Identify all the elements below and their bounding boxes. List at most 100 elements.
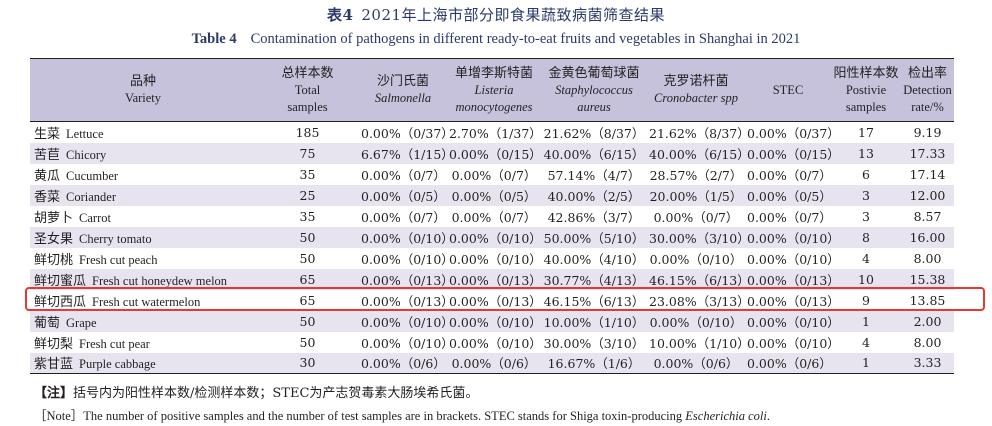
cell-positive: 9 bbox=[862, 292, 870, 308]
cell-positive: 3 bbox=[862, 208, 870, 224]
header-variety-en: Variety bbox=[124, 91, 162, 105]
table-label-en: Table 4 bbox=[191, 31, 237, 47]
header-rate: 检出率 Detection rate/% bbox=[901, 58, 954, 122]
cell-variety: 紫甘蓝 Purple cabbage bbox=[30, 352, 256, 374]
cell-listeria: 0.00%（0/10） bbox=[449, 251, 541, 267]
cell-stec: 0.00%（0/6） bbox=[745, 352, 831, 374]
header-row: 品种 Variety 总样本数 Total samples 沙门氏菌 Salmo… bbox=[30, 58, 954, 122]
variety-en: Fresh cut honeydew melon bbox=[92, 273, 228, 288]
cell-positive: 10 bbox=[858, 271, 874, 287]
cell-variety: 鲜切桃 Fresh cut peach bbox=[30, 248, 256, 269]
table-row: 葡萄 Grape 50 0.00%（0/10） 0.00%（0/10） 10.00… bbox=[30, 310, 954, 332]
cell-listeria: 0.00%（0/13） bbox=[449, 272, 541, 288]
cell-salmonella: 0.00%（0/10） bbox=[361, 251, 447, 267]
note-cn: 【注】括号内为阳性样本数/检测样本数；STEC为产志贺毒素大肠埃希氏菌。 bbox=[34, 382, 478, 401]
header-positive-en1: Postivie bbox=[845, 82, 887, 97]
table-title-en-text: Contamination of pathogens in different … bbox=[250, 31, 801, 47]
header-staph: 金黄色葡萄球菌 Staphylococcus aureus bbox=[541, 58, 647, 122]
note-cn-text: 括号内为阳性样本数/检测样本数；STEC为产志贺毒素大肠埃希氏菌。 bbox=[73, 386, 479, 401]
cell-rate: 2.00 bbox=[913, 313, 942, 329]
cell-listeria: 0.00%（0/15） bbox=[449, 146, 541, 162]
variety-en: Lettuce bbox=[66, 126, 104, 141]
variety-cn: 生菜 bbox=[34, 126, 61, 142]
cell-variety: 鲜切蜜瓜 Fresh cut honeydew melon bbox=[30, 269, 256, 290]
cell-total: 25 bbox=[299, 187, 316, 203]
header-rate-en1: Detection bbox=[903, 82, 952, 97]
header-total: 总样本数 Total samples bbox=[256, 58, 359, 122]
cell-staph: 30.00%（3/10） bbox=[543, 335, 645, 351]
cell-staph: 40.00%（6/15） bbox=[543, 146, 645, 162]
cell-variety: 香菜 Coriander bbox=[30, 185, 256, 206]
cell-listeria: 2.70%（1/37） bbox=[449, 125, 541, 141]
table-body: 生菜 Lettuce 185 0.00%（0/37） 2.70%（1/37） 21… bbox=[30, 121, 954, 374]
cell-listeria: 0.00%（0/13） bbox=[449, 293, 541, 309]
cell-stec: 0.00%（0/10） bbox=[747, 314, 831, 330]
table-title-en: Table 4 Contamination of pathogens in dif… bbox=[0, 31, 992, 48]
cell-rate: 8.00 bbox=[913, 250, 942, 266]
header-listeria-en1: Listeria bbox=[474, 82, 514, 97]
variety-en: Purple cabbage bbox=[79, 357, 156, 372]
header-cronobacter: 克罗诺杆菌 Cronobacter spp bbox=[647, 58, 745, 122]
cell-variety: 鲜切西瓜 Fresh cut watermelon bbox=[30, 290, 256, 311]
cell-positive: 3 bbox=[862, 187, 870, 203]
cell-stec: 0.00%（0/7） bbox=[747, 209, 831, 225]
cell-listeria: 0.00%（0/10） bbox=[449, 230, 541, 246]
cell-rate: 8.57 bbox=[913, 208, 942, 224]
cell-salmonella: 0.00%（0/10） bbox=[361, 335, 447, 351]
header-staph-en2: aureus bbox=[577, 99, 611, 114]
variety-en: Cherry tomato bbox=[79, 231, 152, 246]
note-en-end: . bbox=[766, 409, 770, 423]
note-en-italic: Escherichia coli bbox=[685, 409, 767, 423]
table-row: 鲜切梨 Fresh cut pear 50 0.00%（0/10） 0.00%（0… bbox=[30, 331, 954, 353]
header-cronobacter-cn: 克罗诺杆菌 bbox=[663, 74, 729, 89]
cell-stec: 0.00%（0/7） bbox=[747, 167, 831, 183]
cell-total: 30 bbox=[256, 352, 359, 374]
note-en-text: ［Note］The number of positive samples and… bbox=[34, 409, 686, 423]
header-staph-en1: Staphylococcus bbox=[555, 82, 633, 97]
header-cronobacter-en: Cronobacter spp bbox=[654, 91, 738, 105]
variety-cn: 鲜切桃 bbox=[34, 252, 74, 268]
cell-rate: 12.00 bbox=[909, 187, 946, 203]
table-row: 黄瓜 Cucumber 35 0.00%（0/7） 0.00%（0/7） 57.1… bbox=[30, 163, 954, 185]
cell-cronobacter: 0.00%（0/10） bbox=[649, 314, 743, 330]
cell-staph: 57.14%（4/7） bbox=[547, 167, 641, 183]
note-en: ［Note］The number of positive samples and… bbox=[34, 405, 770, 424]
cell-rate: 17.14 bbox=[909, 166, 946, 182]
table-label-cn: 表4 bbox=[326, 6, 354, 24]
cell-total: 185 bbox=[295, 124, 320, 140]
table-row: 胡萝卜 Carrot 35 0.00%（0/7） 0.00%（0/7） 42.86… bbox=[30, 205, 954, 227]
cell-rate: 17.33 bbox=[909, 145, 946, 161]
cell-salmonella: 0.00%（0/37） bbox=[361, 125, 447, 141]
header-stec-en: STEC bbox=[772, 82, 804, 97]
header-listeria-cn: 单增李斯特菌 bbox=[454, 65, 533, 81]
header-salmonella: 沙门氏菌 Salmonella bbox=[359, 58, 447, 122]
cell-staph: 21.62%（8/37） bbox=[543, 125, 645, 141]
table-row: 鲜切蜜瓜 Fresh cut honeydew melon 65 0.00%（0/… bbox=[30, 268, 954, 290]
cell-positive: 1 bbox=[831, 352, 901, 374]
cell-total: 75 bbox=[299, 145, 316, 161]
cell-rate: 8.00 bbox=[913, 334, 942, 350]
table-header: 品种 Variety 总样本数 Total samples 沙门氏菌 Salmo… bbox=[30, 58, 954, 122]
note-cn-label: 【注】 bbox=[34, 386, 74, 401]
cell-salmonella: 0.00%（0/6） bbox=[359, 352, 447, 374]
cell-stec: 0.00%（0/5） bbox=[747, 188, 831, 204]
header-variety: 品种 Variety bbox=[30, 58, 256, 122]
cell-rate: 3.33 bbox=[901, 352, 954, 374]
cell-variety: 苦苣 Chicory bbox=[30, 143, 256, 164]
variety-cn: 鲜切蜜瓜 bbox=[34, 273, 87, 289]
cell-variety: 生菜 Lettuce bbox=[30, 122, 256, 143]
variety-en: Fresh cut watermelon bbox=[92, 294, 201, 309]
header-total-en2: samples bbox=[287, 99, 328, 114]
table-title-cn: 表4 2021年上海市部分即食果蔬致病菌筛查结果 bbox=[0, 4, 992, 25]
cell-rate: 16.00 bbox=[909, 229, 946, 245]
table-row-highlighted: 鲜切西瓜 Fresh cut watermelon 65 0.00%（0/13） … bbox=[30, 289, 954, 311]
cell-variety: 葡萄 Grape bbox=[30, 311, 256, 332]
variety-en: Grape bbox=[66, 315, 97, 330]
header-rate-cn: 检出率 bbox=[907, 65, 947, 81]
table-row: 紫甘蓝 Purple cabbage 30 0.00%（0/6） 0.00%（0/… bbox=[30, 352, 954, 374]
variety-cn: 鲜切梨 bbox=[34, 336, 74, 352]
cell-staph: 46.15%（6/13） bbox=[543, 293, 645, 309]
cell-cronobacter: 46.15%（6/13） bbox=[649, 272, 745, 288]
cell-stec: 0.00%（0/10） bbox=[747, 251, 831, 267]
cell-variety: 圣女果 Cherry tomato bbox=[30, 227, 256, 248]
